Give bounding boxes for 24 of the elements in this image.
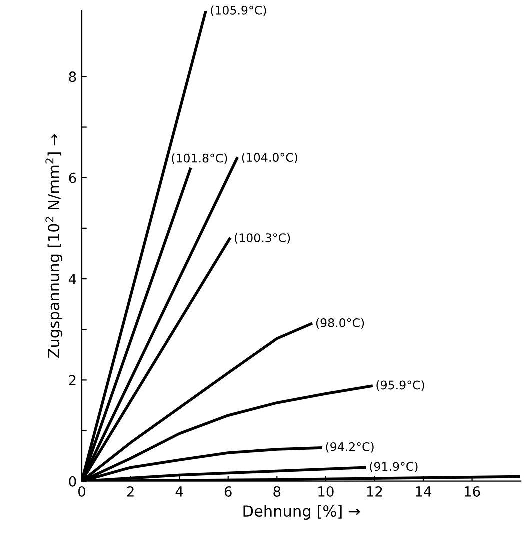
x-tick-label: 12 <box>367 486 382 497</box>
series-label: (95.9°C) <box>376 380 424 392</box>
y-tick-label: 2 <box>69 375 76 386</box>
series-label: (101.8°C) <box>172 154 228 164</box>
x-tick-label: 8 <box>274 486 281 497</box>
x-tick-label: 0 <box>78 486 86 497</box>
y-tick-label: 6 <box>69 172 76 184</box>
y-tick-label: 0 <box>69 476 76 487</box>
series-label: (98.0°C) <box>316 318 364 329</box>
x-tick-label: 2 <box>127 486 134 497</box>
series-label: (104.0°C) <box>242 152 298 164</box>
series-label: (91.9°C) <box>370 462 418 473</box>
x-tick-label: 14 <box>416 486 432 497</box>
x-axis-title: Dehnung [%] → <box>244 505 360 520</box>
y-axis-title: Zugspannung [10$^{2}$ N/mm$^{2}$] → <box>46 134 63 358</box>
x-tick-label: 10 <box>318 486 334 497</box>
y-tick-label: 8 <box>69 72 76 82</box>
x-tick-label: 4 <box>176 486 184 497</box>
series-label: (105.9°C) <box>211 6 266 16</box>
y-tick-label: 4 <box>68 274 76 284</box>
x-tick-label: 16 <box>464 486 480 497</box>
series-label: (100.3°C) <box>234 233 290 244</box>
series-label: (94.2°C) <box>326 442 374 453</box>
x-tick-label: 6 <box>224 486 232 497</box>
